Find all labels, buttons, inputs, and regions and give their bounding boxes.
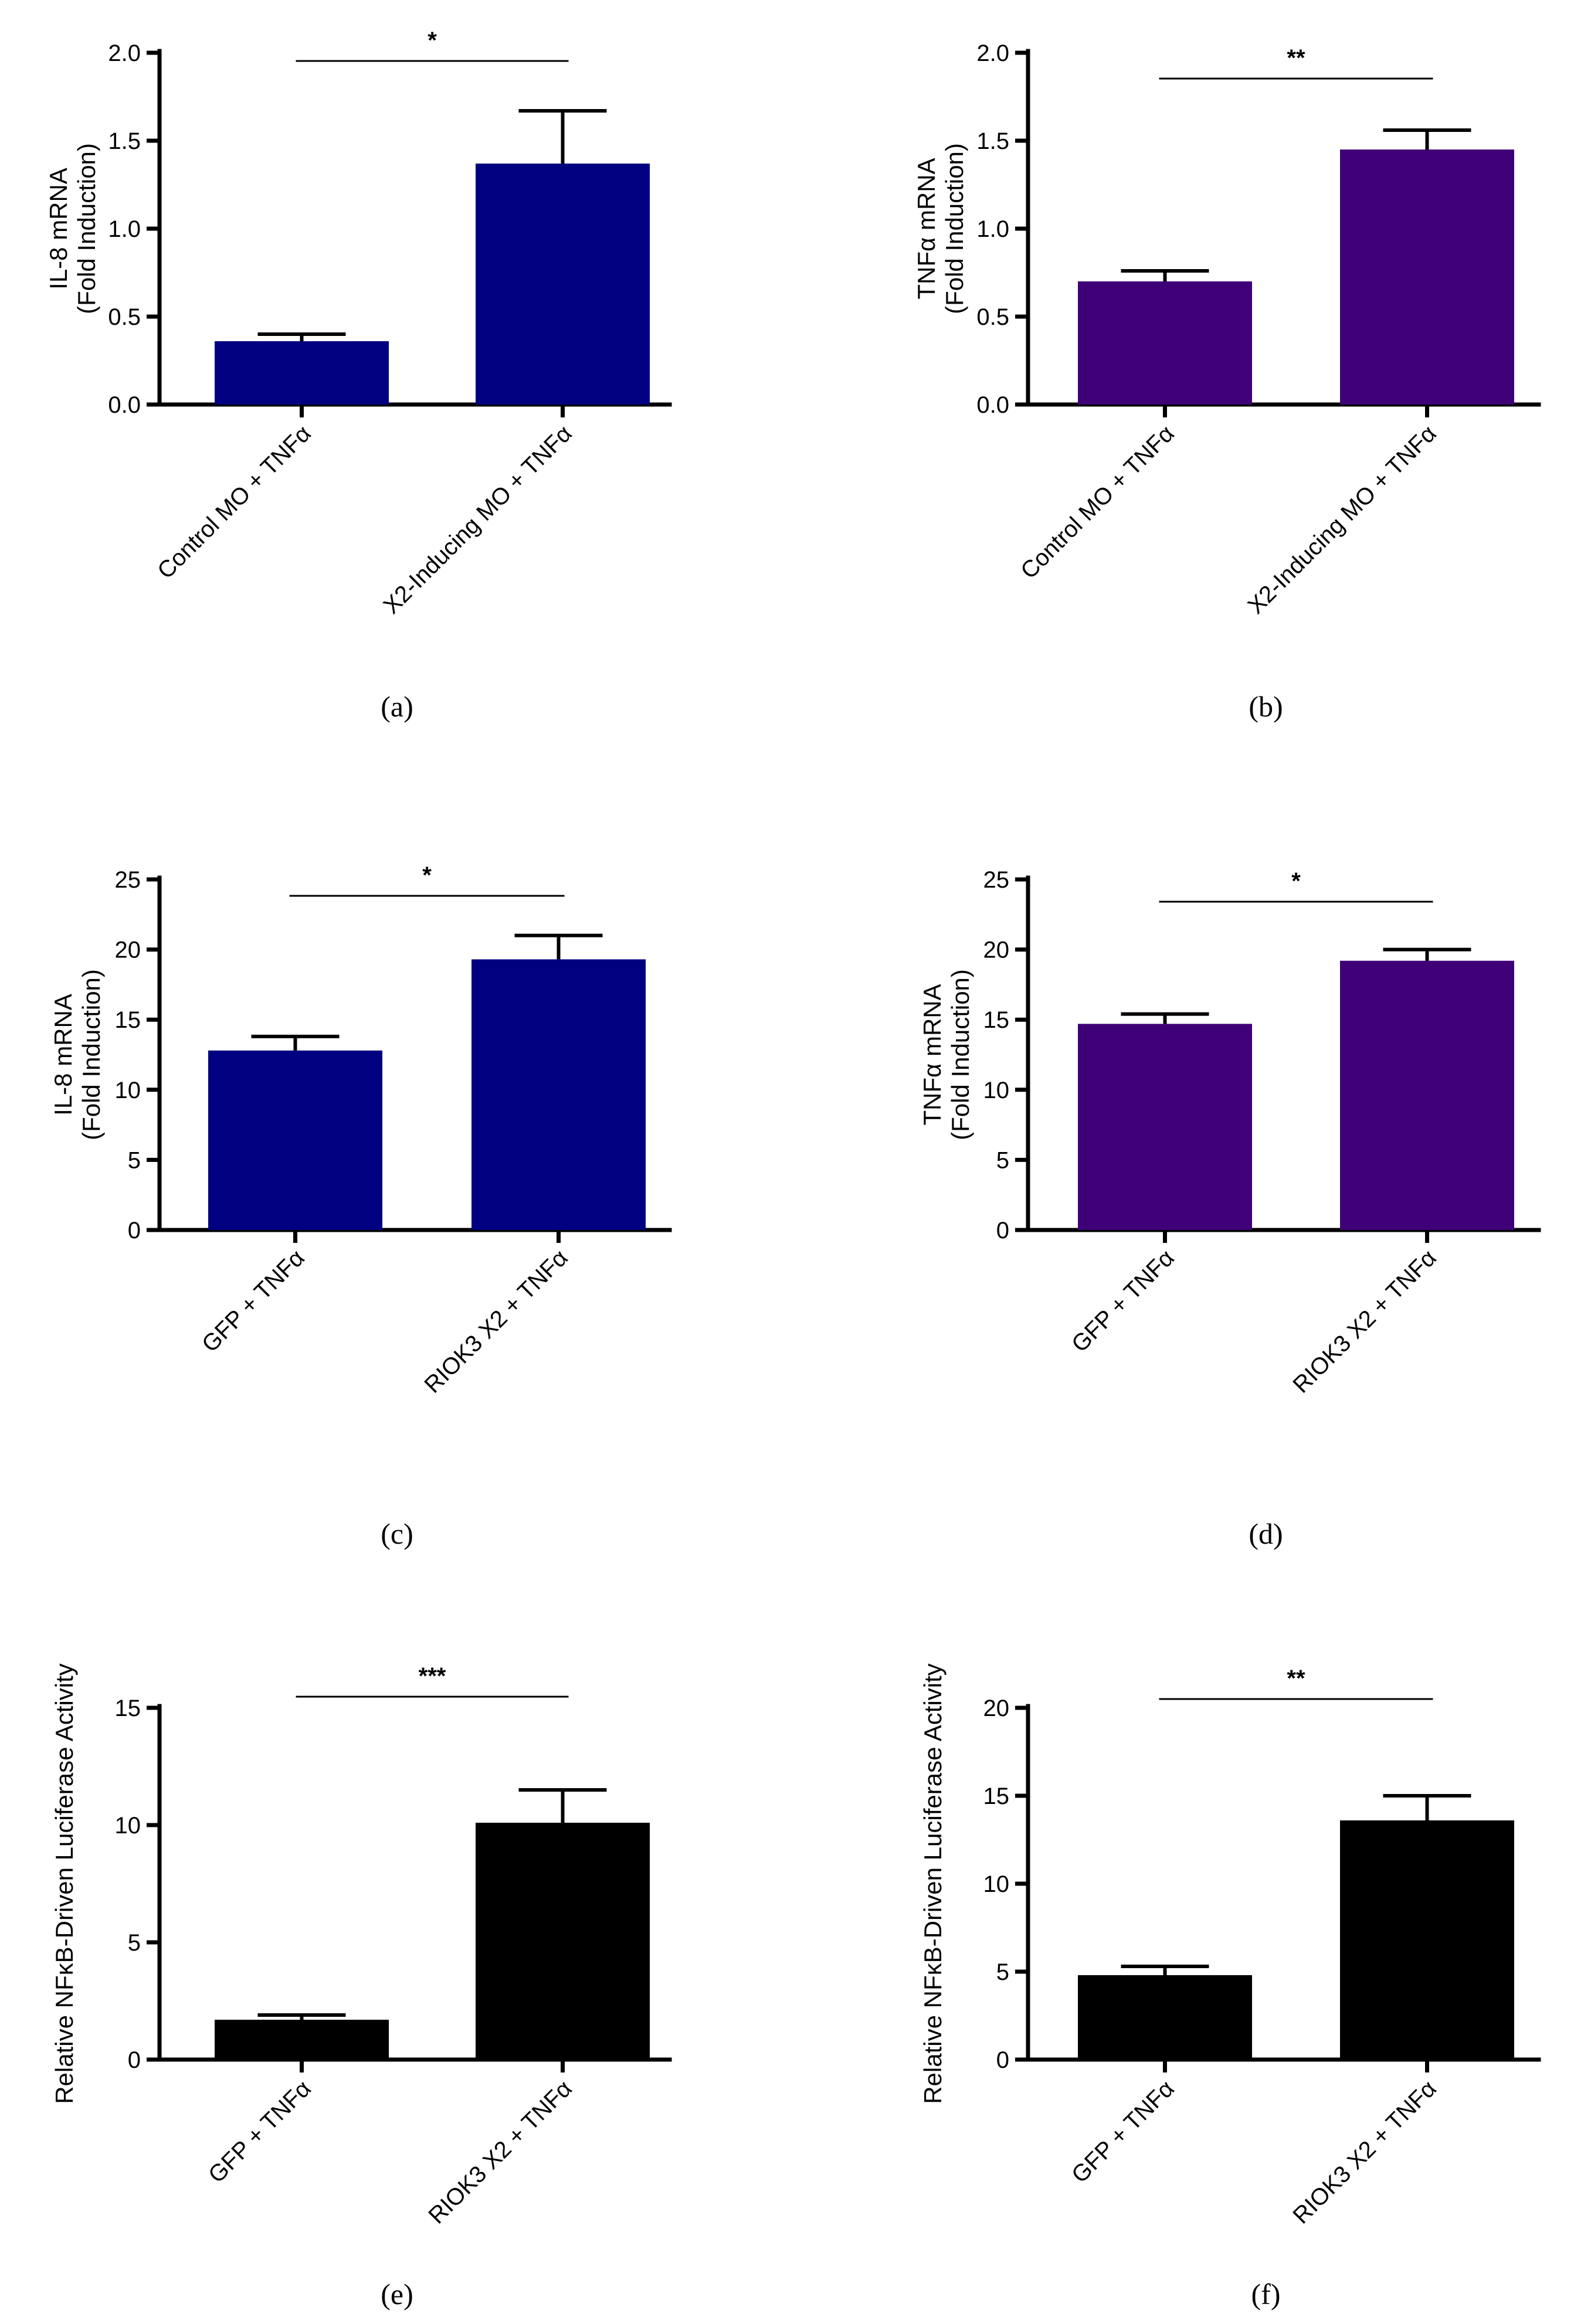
y-axis-label-line: TNFα mRNA bbox=[918, 984, 946, 1125]
y-tick-label: 0.0 bbox=[976, 392, 1009, 418]
panel-caption: (e) bbox=[381, 2278, 413, 2311]
y-tick-label: 20 bbox=[115, 937, 141, 963]
y-axis-label-line: Relative NFκB-Driven Luciferase Activity bbox=[919, 1663, 947, 2104]
y-tick-label: 10 bbox=[983, 1871, 1010, 1897]
y-tick-label: 5 bbox=[128, 1930, 141, 1956]
y-tick-label: 20 bbox=[983, 937, 1010, 963]
significance-marker: * bbox=[1291, 868, 1301, 894]
y-tick-label: 0 bbox=[996, 1218, 1009, 1243]
y-tick-label: 10 bbox=[115, 1813, 141, 1839]
chart-panel-3: 0 5 10 15 20 25 IL-8 mRNA(Fold Induction) GFP +… bbox=[49, 862, 672, 1550]
bar bbox=[1078, 1024, 1252, 1230]
chart-panel-4: 0 5 10 15 20 25 TNFα mRNA(Fold Induction) GFP +… bbox=[918, 867, 1541, 1550]
bar bbox=[476, 1823, 650, 2060]
significance-marker: * bbox=[428, 28, 437, 53]
bar bbox=[476, 164, 650, 405]
category-label: GFP + TNFα bbox=[197, 1245, 310, 1357]
chart-panel-6: 0 5 10 15 20 Relative NFκB-Driven Luciferase … bbox=[919, 1663, 1541, 2311]
significance-marker: * bbox=[422, 862, 432, 888]
significance-marker: ** bbox=[1287, 45, 1305, 71]
y-tick-label: 10 bbox=[983, 1078, 1010, 1103]
y-axis-label-line: TNFα mRNA bbox=[912, 158, 940, 299]
bar bbox=[215, 341, 389, 405]
y-tick-label: 0.5 bbox=[976, 304, 1009, 330]
bar bbox=[208, 1050, 382, 1230]
y-axis-label-line: Relative NFκB-Driven Luciferase Activity bbox=[50, 1663, 78, 2104]
bar bbox=[1340, 1820, 1514, 2060]
significance-marker: *** bbox=[419, 1663, 446, 1689]
y-tick-label: 0 bbox=[996, 2047, 1009, 2073]
panel-caption: (d) bbox=[1249, 1517, 1283, 1550]
category-label: GFP + TNFα bbox=[1067, 2075, 1179, 2188]
y-tick-label: 1.5 bbox=[108, 128, 141, 154]
bar bbox=[471, 959, 646, 1230]
bar bbox=[1078, 1975, 1252, 2060]
bar bbox=[1340, 960, 1514, 1230]
y-axis-label-line: IL-8 mRNA bbox=[45, 168, 72, 290]
y-axis-label-line: IL-8 mRNA bbox=[49, 994, 77, 1116]
y-tick-label: 20 bbox=[983, 1696, 1010, 1721]
y-tick-label: 5 bbox=[996, 1959, 1009, 1985]
panel-caption: (c) bbox=[381, 1517, 413, 1550]
y-tick-label: 25 bbox=[115, 867, 141, 893]
bar bbox=[1078, 281, 1252, 405]
y-axis-label-line: (Fold Induction) bbox=[941, 143, 968, 314]
y-tick-label: 25 bbox=[983, 867, 1010, 893]
chart-panel-1: 0.0 0.5 1.0 1.5 2.0 IL-8 mRNA(Fold Induction)… bbox=[45, 28, 672, 723]
category-label: Control MO + TNFα bbox=[1016, 420, 1179, 584]
panel-caption: (f) bbox=[1251, 2278, 1281, 2311]
y-tick-label: 0 bbox=[128, 2047, 141, 2073]
category-label: RIOK3 X2 + TNFα bbox=[419, 1245, 573, 1398]
category-label: Control MO + TNFα bbox=[152, 420, 316, 584]
y-tick-label: 15 bbox=[983, 1783, 1010, 1809]
y-tick-label: 5 bbox=[128, 1147, 141, 1173]
y-tick-label: 10 bbox=[115, 1078, 141, 1103]
y-axis-label: Relative NFκB-Driven Luciferase Activity bbox=[919, 1663, 947, 2104]
y-tick-label: 1.0 bbox=[108, 216, 141, 242]
y-tick-label: 15 bbox=[983, 1007, 1010, 1033]
significance-marker: ** bbox=[1287, 1666, 1305, 1691]
y-tick-label: 1.0 bbox=[976, 216, 1009, 242]
chart-panel-2: 0.0 0.5 1.0 1.5 2.0 TNFα mRNA(Fold Induction)… bbox=[912, 40, 1541, 723]
panel-caption: (a) bbox=[381, 690, 413, 723]
bar bbox=[1340, 150, 1514, 405]
category-label: RIOK3 X2 + TNFα bbox=[1288, 1245, 1441, 1398]
y-axis-label: IL-8 mRNA(Fold Induction) bbox=[49, 969, 105, 1140]
y-tick-label: 0 bbox=[128, 1218, 141, 1243]
category-label: RIOK3 X2 + TNFα bbox=[423, 2075, 577, 2229]
y-axis-label: TNFα mRNA(Fold Induction) bbox=[918, 969, 974, 1140]
y-tick-label: 0.5 bbox=[108, 304, 141, 330]
y-axis-label-line: (Fold Induction) bbox=[73, 143, 100, 314]
panel-caption: (b) bbox=[1249, 690, 1283, 723]
y-axis-label: TNFα mRNA(Fold Induction) bbox=[912, 143, 968, 314]
y-axis-label: IL-8 mRNA(Fold Induction) bbox=[45, 143, 100, 314]
chart-panel-5: 0 5 10 15 Relative NFκB-Driven Luciferase Ac… bbox=[50, 1663, 672, 2311]
category-label: RIOK3 X2 + TNFα bbox=[1288, 2075, 1441, 2229]
y-tick-label: 15 bbox=[115, 1007, 141, 1033]
bar bbox=[215, 2020, 389, 2060]
category-label: X2-Inducing MO + TNFα bbox=[378, 420, 577, 619]
y-tick-label: 15 bbox=[115, 1696, 141, 1721]
y-tick-label: 2.0 bbox=[108, 40, 141, 66]
category-label: GFP + TNFα bbox=[1067, 1245, 1179, 1357]
y-tick-label: 1.5 bbox=[976, 128, 1009, 154]
category-label: X2-Inducing MO + TNFα bbox=[1243, 420, 1441, 619]
y-axis-label-line: (Fold Induction) bbox=[947, 969, 974, 1140]
y-tick-label: 5 bbox=[996, 1147, 1009, 1173]
y-axis-label-line: (Fold Induction) bbox=[77, 969, 105, 1140]
y-axis-label: Relative NFκB-Driven Luciferase Activity bbox=[50, 1663, 78, 2104]
y-tick-label: 2.0 bbox=[976, 40, 1009, 66]
y-tick-label: 0.0 bbox=[108, 392, 141, 418]
category-label: GFP + TNFα bbox=[203, 2075, 316, 2188]
